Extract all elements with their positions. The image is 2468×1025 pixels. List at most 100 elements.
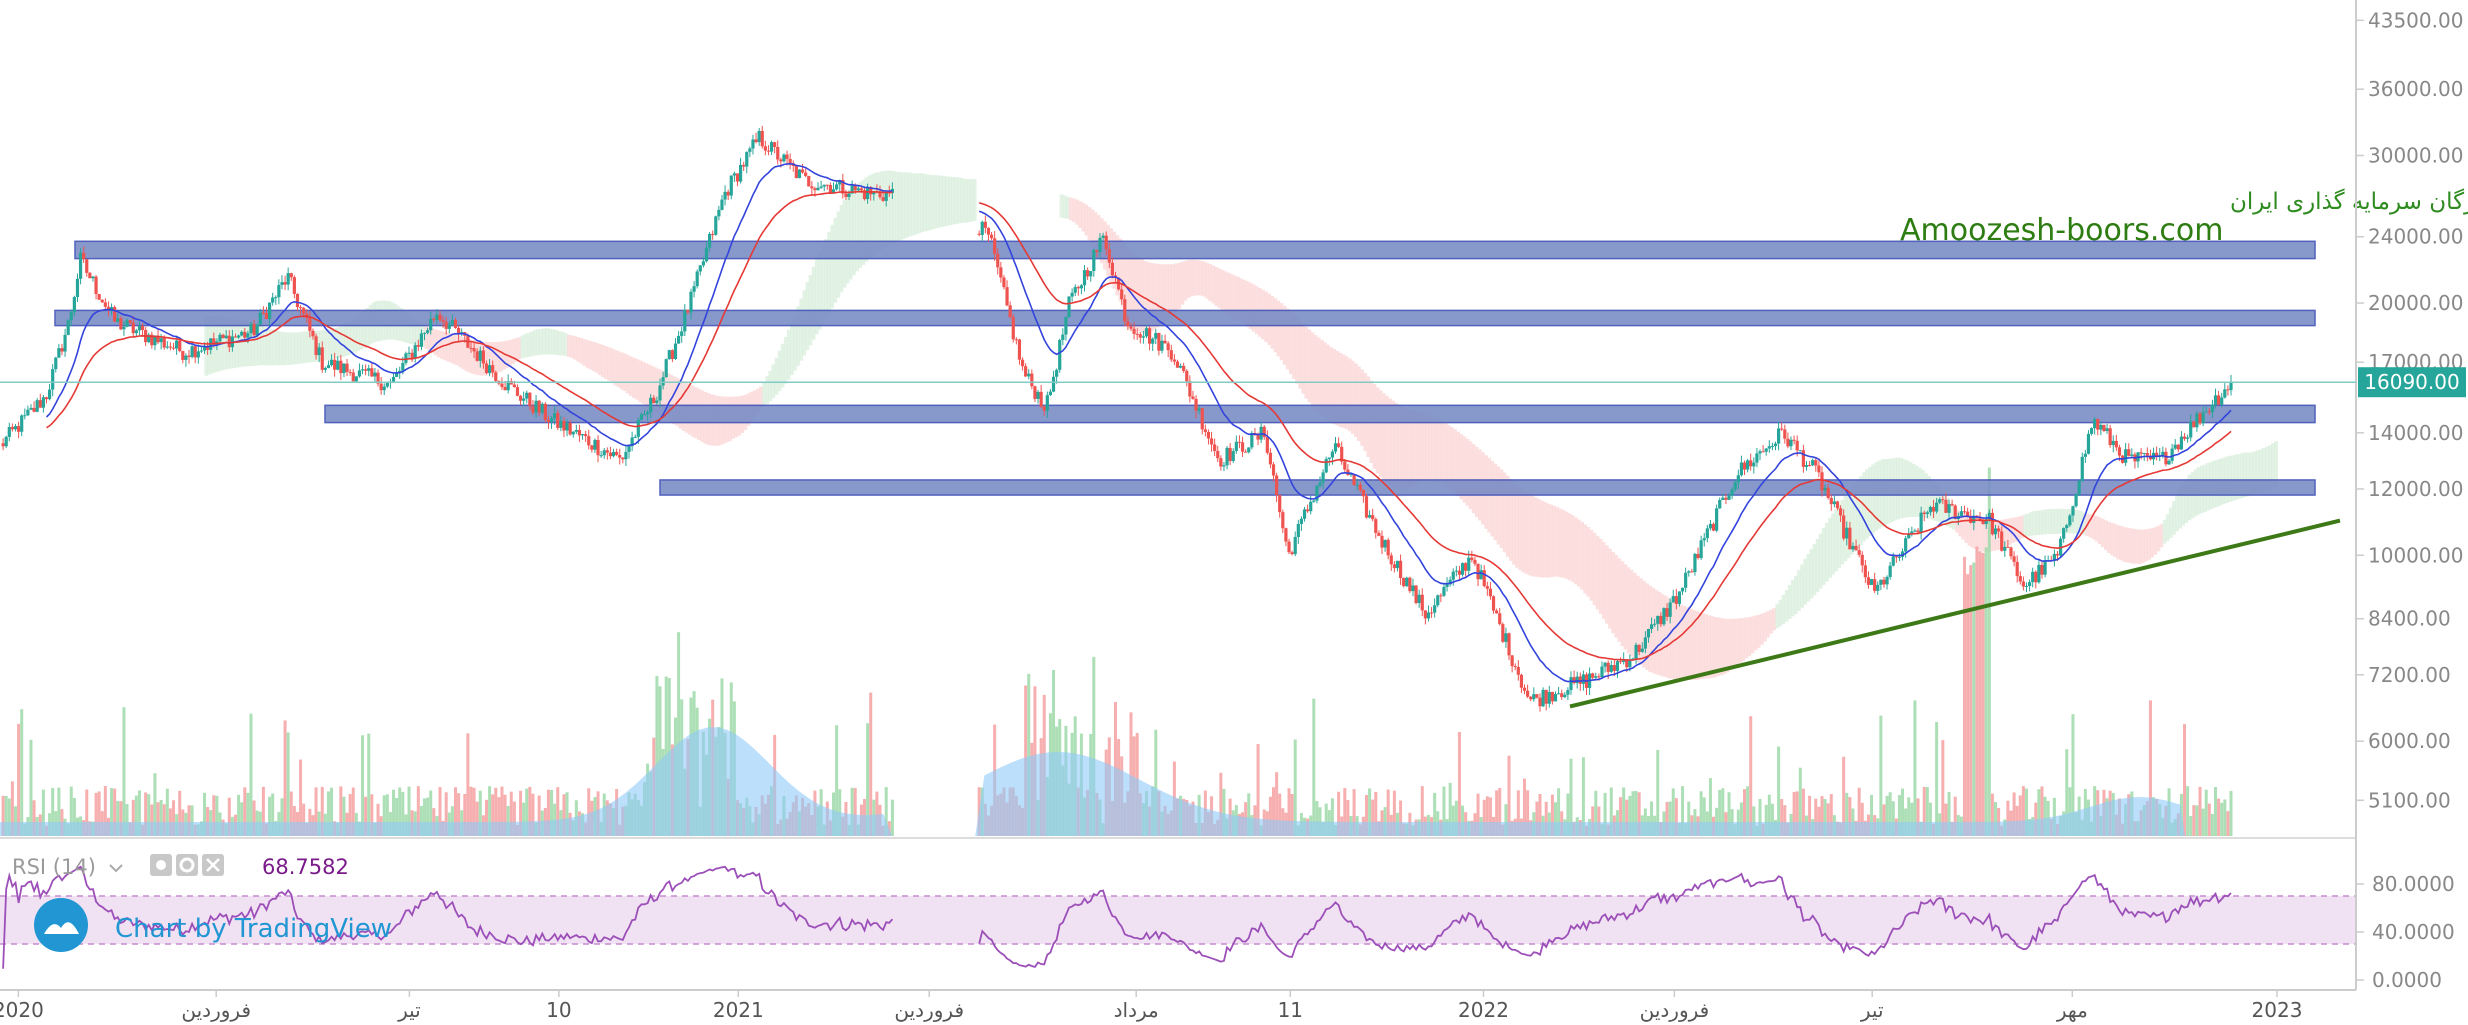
volume-bar — [1523, 778, 1527, 836]
trendline-group[interactable] — [1569, 518, 2341, 709]
candle-body — [1491, 596, 1496, 611]
candle-body — [1715, 508, 1719, 531]
candle-body — [190, 346, 194, 357]
cloud-segment — [241, 320, 246, 367]
cloud-segment — [895, 171, 900, 242]
volume-bar — [376, 803, 380, 836]
candle-body — [884, 192, 888, 201]
zone-2[interactable] — [54, 309, 2316, 327]
candle-body — [618, 454, 622, 458]
candle-body — [1039, 391, 1043, 407]
candle-body — [292, 277, 296, 294]
zone-3[interactable] — [324, 404, 2316, 424]
candle-body — [1618, 661, 1623, 663]
candle-body — [97, 293, 101, 300]
cloud-segment — [1385, 395, 1389, 483]
candle-body — [769, 142, 774, 152]
cloud-segment — [2131, 528, 2136, 564]
cloud-segment — [632, 357, 636, 398]
chevron-down-icon[interactable] — [109, 864, 123, 873]
price-tick-label: 5100.00 — [2368, 788, 2451, 812]
candle-body — [742, 164, 746, 167]
cloud-segment — [1453, 429, 1457, 493]
candle-body — [825, 184, 829, 186]
time-tick-label: مرداد — [1114, 998, 1159, 1022]
cloud-segment — [1543, 501, 1547, 578]
volume-bar — [890, 799, 894, 836]
price-axis[interactable]: 43500.0036000.0030000.0024000.0020000.00… — [2355, 0, 2463, 992]
cloud-segment — [752, 390, 757, 418]
cloud-segment — [845, 195, 850, 284]
settings-icon[interactable] — [176, 854, 198, 876]
cloud-segment — [449, 333, 453, 363]
cloud-segment — [563, 333, 568, 356]
candle-body — [2077, 480, 2081, 495]
candle-body — [1144, 328, 1149, 337]
volume-bar — [1392, 790, 1396, 836]
cloud-segment — [275, 330, 280, 366]
tradingview-label[interactable]: Chart by TradingView — [115, 914, 392, 944]
cloud-segment — [486, 341, 491, 375]
eye-icon[interactable] — [150, 854, 172, 876]
candle-body — [1696, 553, 1700, 558]
volume-bar — [475, 801, 479, 836]
cloud-segment — [1202, 261, 1206, 297]
candle-body — [1835, 501, 1840, 509]
candle-body — [615, 451, 619, 455]
cloud-segment — [650, 366, 655, 411]
volume-bar — [342, 796, 346, 836]
cloud-segment — [1199, 260, 1203, 296]
candle-body — [1907, 533, 1911, 539]
cloud-segment — [1230, 274, 1234, 318]
volume-bar — [506, 805, 510, 836]
candle-body — [1157, 332, 1161, 351]
candle-body — [379, 383, 383, 391]
cloud-segment — [1818, 533, 1823, 589]
price-tick-label: 12000.00 — [2368, 477, 2463, 501]
cloud-segment — [861, 179, 866, 265]
trendline[interactable] — [1569, 518, 2341, 709]
volume-bar — [1897, 795, 1901, 836]
volume-bar — [395, 797, 399, 836]
cloud-segment — [886, 170, 890, 246]
candle-body — [881, 197, 885, 201]
rsi-label[interactable]: RSI (14) — [12, 855, 96, 879]
candle-body — [1829, 497, 1833, 505]
candle-body — [1293, 537, 1297, 555]
support-resistance-zones[interactable] — [54, 240, 2316, 496]
cloud-segment — [306, 331, 311, 363]
tradingview-branding[interactable]: Chart by TradingView — [34, 898, 392, 952]
volume-bar — [1947, 791, 1951, 836]
cloud-segment — [938, 175, 943, 228]
candle-body — [283, 282, 287, 285]
zone-4[interactable] — [659, 479, 2316, 496]
volume-bar — [429, 790, 433, 836]
cloud-segment — [340, 325, 345, 357]
candle-body — [376, 372, 380, 384]
rsi-legend[interactable]: RSI (14) 68.7582 — [12, 854, 349, 879]
volume-bar — [299, 759, 303, 836]
cloud-segment — [759, 386, 763, 409]
volume-bar — [491, 794, 495, 836]
time-axis[interactable]: 2020فروردینتیر102021فروردینمرداد112022فر… — [0, 989, 2356, 1022]
tradingview-logo-icon[interactable] — [34, 898, 88, 952]
close-icon[interactable] — [202, 854, 224, 876]
cloud-segment — [1152, 263, 1157, 330]
candle-body — [221, 334, 225, 339]
zone-1[interactable] — [74, 240, 2316, 260]
cloud-segment — [1645, 583, 1649, 671]
time-tick-label: 2023 — [2252, 998, 2303, 1022]
volume-bar — [1603, 792, 1607, 836]
cloud-segment — [1158, 264, 1163, 326]
volume-bar — [122, 707, 126, 836]
candle-body — [1086, 270, 1090, 277]
cloud-segment — [2110, 522, 2114, 556]
candle-body — [1442, 586, 1446, 596]
cloud-segment — [539, 328, 543, 355]
cloud-segment — [2159, 524, 2164, 548]
cloud-segment — [1223, 271, 1228, 314]
last-price-label[interactable]: 16090.00 — [2358, 367, 2466, 398]
cloud-segment — [2172, 501, 2176, 535]
candle-body — [289, 273, 293, 278]
